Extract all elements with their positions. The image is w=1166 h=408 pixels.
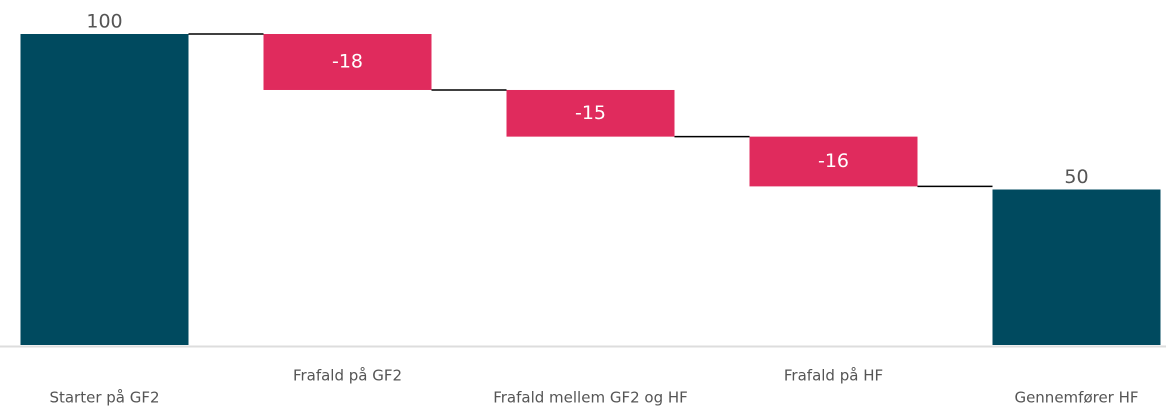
- x-tick-label: Gennemfører HF: [1014, 389, 1138, 407]
- x-tick-label: Starter på GF2: [49, 389, 159, 407]
- x-tick-label: Frafald på HF: [784, 367, 883, 385]
- bar: [992, 189, 1161, 345]
- x-tick-label: Frafald på GF2: [293, 367, 402, 385]
- value-label: 50: [1064, 166, 1088, 188]
- value-label: -16: [818, 150, 849, 172]
- bar: [749, 136, 918, 187]
- bar: [20, 34, 189, 345]
- value-label: 100: [86, 11, 122, 33]
- bar: [506, 89, 675, 137]
- value-label: -15: [575, 102, 606, 124]
- bar: [263, 34, 432, 90]
- value-label: -18: [332, 50, 363, 72]
- x-tick-label: Frafald mellem GF2 og HF: [493, 389, 688, 407]
